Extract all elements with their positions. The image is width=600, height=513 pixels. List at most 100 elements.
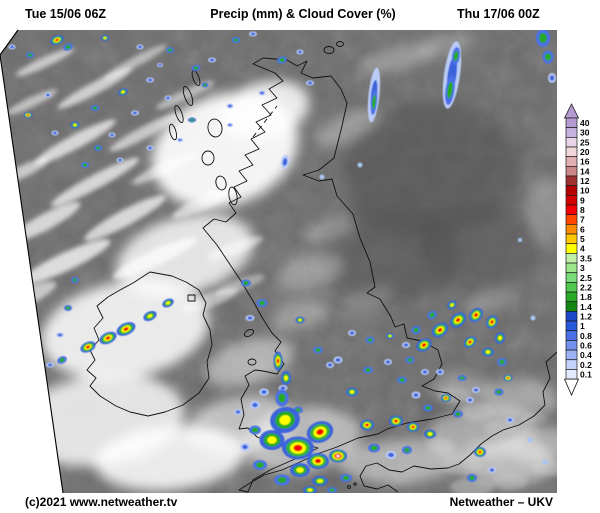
precip-cell <box>441 394 451 402</box>
continental-coastline <box>359 351 557 493</box>
precip-cell <box>56 332 64 338</box>
legend-cell <box>565 243 578 254</box>
precip-cell <box>226 103 234 109</box>
precip-cell <box>118 88 128 96</box>
map-domain-border <box>0 29 64 494</box>
legend-label: 8 <box>580 205 585 215</box>
legend-cell <box>565 282 578 293</box>
precip-cell <box>494 332 506 344</box>
precip-cell <box>427 310 437 320</box>
precip-cell <box>64 305 72 311</box>
copyright-text: (c)2021 www.netweather.tv <box>25 495 178 509</box>
legend-cell <box>565 224 578 235</box>
precip-cell <box>80 341 96 353</box>
precip-cell <box>385 451 397 459</box>
legend-cell <box>565 146 578 158</box>
precip-cell <box>23 112 33 118</box>
precip-cell <box>116 322 136 336</box>
precip-cell <box>363 366 373 374</box>
precip-cell <box>240 443 250 451</box>
precip-cell <box>306 421 334 443</box>
precip-cell <box>333 356 343 364</box>
legend-cell <box>565 340 578 351</box>
precip-cell <box>497 358 507 366</box>
legend-label: 10 <box>580 186 590 196</box>
precip-cell <box>411 325 421 335</box>
legend-cell <box>565 311 578 322</box>
precip-cell <box>282 436 314 460</box>
precip-cell <box>273 351 283 371</box>
precip-cell <box>278 385 288 391</box>
precip-cell <box>542 50 554 64</box>
precip-cell <box>245 315 255 321</box>
precip-cell <box>431 322 449 338</box>
precip-cell <box>36 387 44 393</box>
precip-cell <box>407 422 419 432</box>
anglesey <box>247 358 257 366</box>
precip-cell <box>402 446 412 454</box>
legend-cell <box>565 359 578 370</box>
precip-cell <box>164 95 172 101</box>
precip-cell <box>259 430 285 450</box>
precip-cell <box>26 52 34 58</box>
legend-cell <box>565 262 578 274</box>
legend-cell <box>565 156 578 167</box>
precip-cell <box>250 401 260 409</box>
precip-cell <box>70 121 80 129</box>
precip-cell <box>494 388 504 396</box>
precip-cell <box>467 474 477 482</box>
legend-label: 1.2 <box>580 311 592 321</box>
precip-cell <box>275 389 289 407</box>
legend-label: 0.2 <box>580 360 592 370</box>
precip-cell <box>157 63 163 67</box>
precip-cell <box>542 459 548 465</box>
precip-cell <box>234 409 242 415</box>
legend-label: 5 <box>580 234 585 244</box>
legend-cell <box>565 291 578 303</box>
precip-cell <box>402 342 410 348</box>
precip-cell <box>94 145 102 151</box>
hebrides-island <box>174 105 184 123</box>
legend-cell <box>565 166 578 177</box>
precip-cell <box>488 467 496 473</box>
legend-cell <box>565 369 578 380</box>
precip-scale-legend: 40302520161412109876543.532.52.21.81.41.… <box>563 103 592 397</box>
precip-cell <box>143 310 157 322</box>
map-raster <box>0 30 557 493</box>
legend-label: 0.1 <box>580 369 592 379</box>
legend-cell <box>565 301 578 312</box>
legend-label: 25 <box>580 137 590 147</box>
mull-island <box>201 150 215 166</box>
precip-cell <box>389 415 403 427</box>
precip-cell <box>8 44 16 50</box>
precip-cell <box>249 31 257 37</box>
precip-cell <box>527 437 533 443</box>
precip-cell <box>166 47 174 53</box>
precip-cell <box>131 110 139 116</box>
precip-cell <box>162 298 174 308</box>
legend-cell <box>565 272 578 283</box>
precip-cell <box>453 410 463 418</box>
precip-cell <box>281 371 291 385</box>
legend-label: 9 <box>580 195 585 205</box>
orkney-island <box>323 46 335 54</box>
precip-cell <box>108 132 116 138</box>
precip-cell <box>486 315 498 329</box>
channel-island <box>353 482 357 486</box>
legend-cell <box>565 127 578 138</box>
legend-cell <box>565 214 578 225</box>
precip-cell <box>503 374 513 382</box>
kintyre-peninsula <box>228 186 238 206</box>
precip-cell <box>518 238 522 242</box>
precip-cell <box>482 347 494 357</box>
precip-cell <box>99 331 117 345</box>
precip-cell <box>449 312 467 328</box>
precip-cell <box>411 391 421 399</box>
precip-cell <box>436 369 444 375</box>
precip-cell <box>548 73 556 83</box>
hebrides-island <box>182 86 194 106</box>
precip-cell <box>46 362 54 368</box>
orkney-island <box>336 41 344 47</box>
legend-label: 3 <box>580 263 585 273</box>
precip-cell <box>451 47 461 65</box>
